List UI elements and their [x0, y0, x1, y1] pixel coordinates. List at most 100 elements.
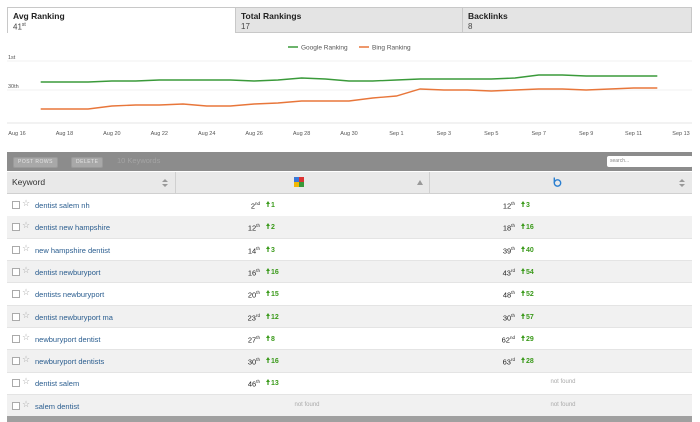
tab[interactable]: Backlinks 8	[462, 7, 692, 33]
star-icon[interactable]: ☆	[22, 376, 31, 387]
x-tick-label: Sep 9	[579, 131, 593, 137]
rank-value: 43	[502, 268, 511, 278]
x-tick-label: Aug 20	[103, 131, 120, 137]
star-icon[interactable]: ☆	[22, 287, 31, 298]
rank-suffix: th	[511, 290, 515, 296]
rank-suffix: nd	[509, 334, 515, 340]
keyword-link[interactable]: salem dentist	[35, 401, 80, 411]
x-tick-label: Sep 3	[437, 131, 451, 137]
rank-change: 52	[521, 290, 534, 298]
rank-value: 48	[502, 290, 512, 300]
checkbox[interactable]	[12, 223, 20, 232]
checkbox[interactable]	[12, 312, 20, 321]
x-tick-label: Sep 7	[532, 131, 546, 137]
rank: 39th	[475, 246, 515, 256]
button[interactable]: POST ROWS	[13, 157, 58, 168]
keyword-link[interactable]: new hampshire dentist	[35, 245, 111, 255]
checkbox[interactable]	[12, 379, 20, 388]
keyword-link[interactable]: dentist newburyport	[35, 267, 101, 277]
star-icon[interactable]: ☆	[22, 198, 31, 208]
rank-change: 1	[266, 201, 275, 209]
up-arrow	[521, 312, 525, 319]
rank: 27th	[220, 335, 260, 345]
keyword-link[interactable]: dentist salem nh	[35, 201, 90, 210]
keyword-link[interactable]: dentist newburyport ma	[35, 312, 113, 322]
rank-suffix: th	[511, 312, 515, 318]
table-header: Keyword	[7, 172, 692, 194]
x-tick-label: Aug 28	[293, 131, 310, 137]
keyword-link[interactable]: newburyport dentist	[35, 334, 101, 344]
keyword-link[interactable]: dentist salem	[35, 379, 80, 389]
checkbox[interactable]	[12, 201, 20, 209]
tab[interactable]: Total Rankings 17	[235, 7, 463, 33]
up-arrow	[266, 334, 270, 341]
up-arrow	[266, 223, 270, 230]
up-arrow	[521, 334, 525, 341]
rank-change: 29	[521, 334, 534, 343]
star-icon[interactable]: ☆	[22, 220, 31, 231]
google-icon	[294, 177, 304, 187]
rank: 12th	[475, 201, 515, 211]
up-arrow	[521, 245, 525, 252]
table-row: ☆ dentist newburyport ma 23rd 12 30th 57	[7, 305, 692, 328]
rank-change: 16	[521, 223, 534, 231]
rank-value: 14	[247, 246, 257, 256]
sort-icon	[417, 180, 423, 185]
chart: Google Ranking Bing Ranking 1st 30th Aug 1…	[7, 45, 692, 137]
rank-value: 16	[247, 268, 257, 278]
up-arrow	[521, 357, 525, 364]
table-row: ☆ dentist new hampshire 12th 2 18th 16	[7, 216, 692, 239]
keyword-link[interactable]: dentist new hampshire	[35, 223, 111, 233]
rank-change: 2	[266, 223, 275, 231]
rank-suffix: th	[256, 267, 260, 273]
header-cell[interactable]: Keyword	[7, 172, 176, 193]
checkbox[interactable]	[12, 357, 20, 366]
rank-change: 54	[521, 267, 534, 276]
up-arrow	[266, 267, 270, 274]
tab[interactable]: Avg Ranking 41st	[7, 7, 236, 33]
header-cell[interactable]	[176, 172, 430, 193]
x-tick-label: Aug 16	[8, 131, 25, 137]
change-value: 16	[271, 268, 279, 276]
change-value: 3	[526, 202, 530, 209]
rank-suffix: nd	[254, 201, 260, 206]
search-input[interactable]: search...	[607, 156, 693, 167]
rank-change: 13	[266, 379, 279, 387]
star-icon[interactable]: ☆	[22, 354, 31, 365]
rank: 62nd	[475, 335, 515, 345]
series-line	[40, 87, 658, 110]
rank-change: 40	[521, 245, 534, 254]
tab-title: Total Rankings	[241, 11, 302, 21]
up-arrow	[521, 290, 525, 297]
rank: 30th	[475, 313, 515, 323]
rank-suffix: th	[256, 245, 260, 251]
checkbox[interactable]	[12, 267, 20, 276]
star-icon[interactable]: ☆	[22, 398, 31, 409]
star-icon[interactable]: ☆	[22, 264, 31, 275]
keyword-link[interactable]: dentists newburyport	[35, 290, 105, 300]
rank-value: 20	[247, 290, 257, 300]
rank-suffix: th	[511, 201, 515, 206]
keyword-link[interactable]: newburyport dentists	[35, 357, 105, 367]
star-icon[interactable]: ☆	[22, 309, 31, 320]
rank-value: 30	[502, 313, 512, 322]
checkbox[interactable]	[12, 245, 20, 254]
change-value: 3	[271, 246, 275, 254]
change-value: 13	[271, 380, 279, 388]
table-row: ☆ dentist salem 46th 13 not found	[7, 372, 692, 395]
button[interactable]: DELETE	[71, 157, 104, 168]
x-tick-label: Aug 24	[198, 131, 215, 137]
checkbox[interactable]	[12, 401, 20, 410]
change-value: 8	[271, 335, 275, 343]
checkbox[interactable]	[12, 290, 20, 299]
rank-value: 62	[501, 335, 510, 345]
sort-icon	[679, 179, 685, 187]
rank-value: 23	[247, 313, 256, 322]
star-icon[interactable]: ☆	[22, 242, 31, 253]
header-cell[interactable]	[430, 172, 692, 193]
change-value: 40	[526, 246, 534, 254]
up-arrow	[266, 245, 270, 252]
checkbox[interactable]	[12, 334, 20, 343]
star-icon[interactable]: ☆	[22, 331, 31, 342]
